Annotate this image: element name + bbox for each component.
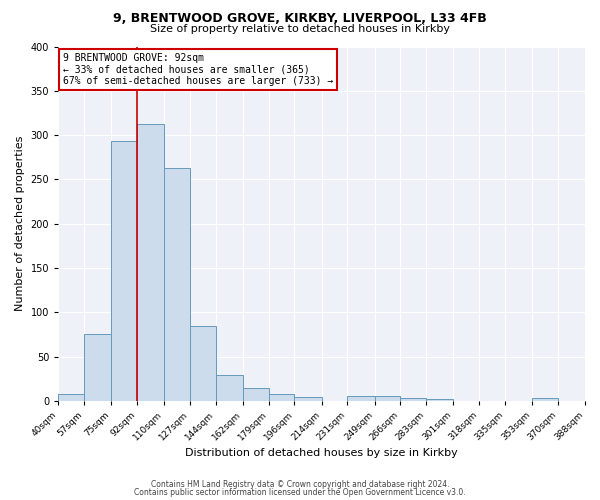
Bar	[111, 142, 137, 401]
Bar	[137, 124, 164, 401]
Bar	[295, 398, 322, 401]
Bar	[374, 396, 400, 401]
Bar	[347, 396, 374, 401]
Text: Size of property relative to detached houses in Kirkby: Size of property relative to detached ho…	[150, 24, 450, 34]
Text: Contains HM Land Registry data © Crown copyright and database right 2024.: Contains HM Land Registry data © Crown c…	[151, 480, 449, 489]
Bar	[190, 326, 215, 401]
Bar	[426, 399, 454, 401]
Bar	[269, 394, 295, 401]
Bar	[400, 398, 426, 401]
Bar	[243, 388, 269, 401]
Bar	[58, 394, 84, 401]
Bar	[532, 398, 558, 401]
Bar	[215, 375, 243, 401]
Bar	[164, 168, 190, 401]
Bar	[84, 334, 111, 401]
X-axis label: Distribution of detached houses by size in Kirkby: Distribution of detached houses by size …	[185, 448, 458, 458]
Text: 9 BRENTWOOD GROVE: 92sqm
← 33% of detached houses are smaller (365)
67% of semi-: 9 BRENTWOOD GROVE: 92sqm ← 33% of detach…	[63, 52, 333, 86]
Text: Contains public sector information licensed under the Open Government Licence v3: Contains public sector information licen…	[134, 488, 466, 497]
Y-axis label: Number of detached properties: Number of detached properties	[15, 136, 25, 312]
Text: 9, BRENTWOOD GROVE, KIRKBY, LIVERPOOL, L33 4FB: 9, BRENTWOOD GROVE, KIRKBY, LIVERPOOL, L…	[113, 12, 487, 26]
